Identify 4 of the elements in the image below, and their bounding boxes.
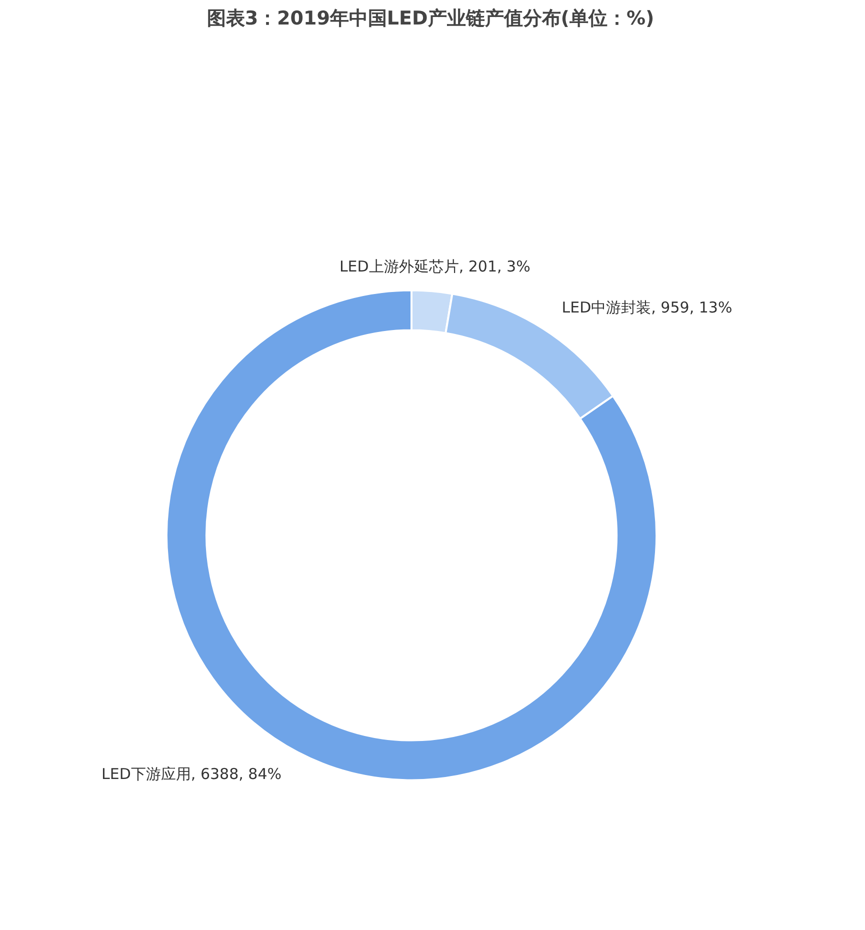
slice-label: LED中游封装, 959, 13% [562, 298, 732, 317]
chart-title: 图表3：2019年中国LED产业链产值分布(单位：%) [206, 8, 654, 30]
slice-label: LED下游应用, 6388, 84% [102, 765, 282, 784]
slice-label: LED上游外延芯片, 201, 3% [339, 258, 530, 276]
